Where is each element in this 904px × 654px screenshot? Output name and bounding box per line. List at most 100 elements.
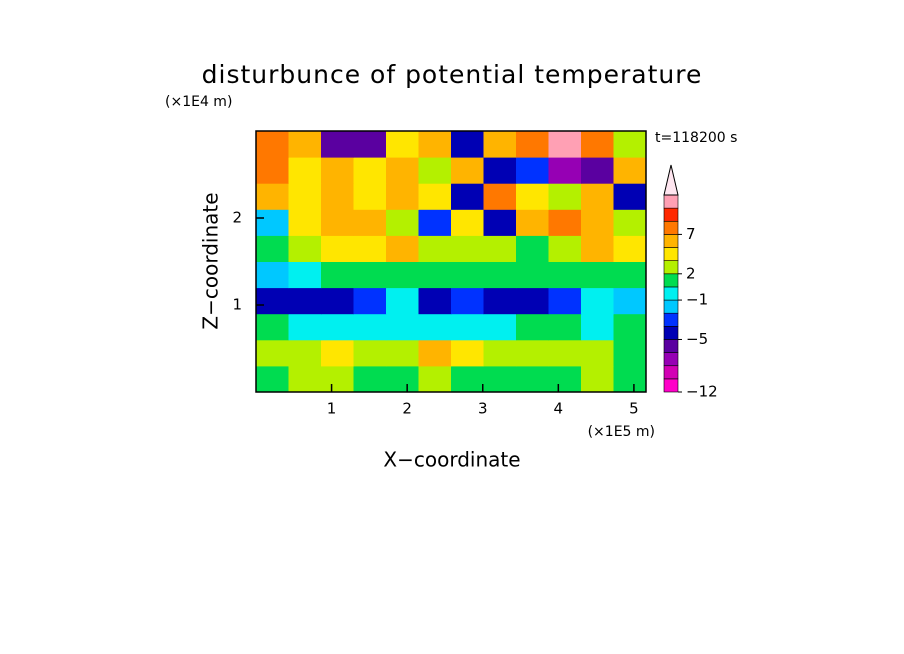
contour-cell	[548, 157, 582, 184]
contour-cell	[483, 131, 517, 158]
contour-cell	[386, 209, 419, 236]
contour-cell	[418, 313, 452, 341]
contour-cell	[321, 131, 354, 158]
contour-cell	[256, 209, 289, 236]
contour-cell	[386, 313, 419, 341]
colorbar-segment	[663, 207, 679, 222]
colorbar-extend	[663, 164, 679, 196]
contour-cell	[321, 365, 354, 393]
contour-cell	[548, 261, 582, 289]
contour-cell	[288, 183, 322, 210]
colorbar-segment	[663, 260, 679, 275]
contour-cell	[483, 339, 517, 367]
contour-cell	[516, 287, 549, 315]
contour-cell	[418, 235, 452, 262]
contour-cell	[451, 313, 484, 341]
contour-cell	[581, 365, 614, 393]
contour-cell	[386, 339, 419, 367]
contour-cell	[613, 261, 647, 289]
contour-cell	[353, 235, 387, 262]
contour-cell	[516, 157, 549, 184]
colorbar-segment	[663, 220, 679, 235]
contour-cell	[483, 287, 517, 315]
contour-cell	[483, 157, 517, 184]
chart-title: disturbunce of potential temperature	[202, 60, 703, 89]
colorbar-segment	[663, 378, 679, 393]
contour-cell	[321, 183, 354, 210]
contour-cell	[321, 287, 354, 315]
contour-cell	[516, 365, 549, 393]
contour-cell	[451, 365, 484, 393]
x-unit: (×1E5 m)	[588, 424, 655, 440]
contour-cell	[256, 287, 289, 315]
contour-cell	[418, 209, 452, 236]
y-tick-label: 1	[232, 296, 242, 314]
contour-cell	[386, 131, 419, 158]
contour-cell	[581, 209, 614, 236]
contour-cell	[451, 209, 484, 236]
colorbar-segment	[663, 352, 679, 367]
contour-cell	[288, 261, 322, 289]
contour-cell	[288, 287, 322, 315]
x-tick-label: 3	[478, 400, 488, 418]
contour-cell	[321, 235, 354, 262]
contour-cell	[548, 131, 582, 158]
contour-cell	[581, 261, 614, 289]
contour-cell	[353, 339, 387, 367]
contour-cell	[516, 313, 549, 341]
y-axis-label: Z−coordinate	[199, 192, 223, 329]
contour-cell	[548, 339, 582, 367]
contour-cell	[483, 183, 517, 210]
contour-cell	[353, 261, 387, 289]
contour-cell	[353, 365, 387, 393]
x-tick-label: 2	[402, 400, 412, 418]
contour-cell	[581, 287, 614, 315]
contour-cell	[548, 183, 582, 210]
x-axis-label: X−coordinate	[383, 448, 520, 472]
contour-cell	[256, 261, 289, 289]
contour-cell	[288, 209, 322, 236]
contour-cell	[581, 183, 614, 210]
contour-cell	[418, 261, 452, 289]
contour-cell	[613, 131, 647, 158]
colorbar-tick-label: −1	[686, 291, 708, 309]
contour-cell	[451, 235, 484, 262]
colorbar-segment	[663, 299, 679, 314]
contour-cell	[581, 313, 614, 341]
contour-cell	[321, 209, 354, 236]
contour-cell	[548, 287, 582, 315]
contour-cell	[451, 131, 484, 158]
contour-cell	[451, 157, 484, 184]
contour-cell	[581, 157, 614, 184]
colorbar-segment	[663, 234, 679, 248]
colorbar-segment	[663, 247, 679, 261]
contour-cell	[548, 235, 582, 262]
contour-cell	[581, 235, 614, 262]
x-tick-label: 4	[554, 400, 564, 418]
contour-cell	[256, 157, 289, 184]
contour-cell	[581, 131, 614, 158]
contour-cell	[386, 183, 419, 210]
colorbar-segment	[663, 312, 679, 327]
contour-cell	[256, 131, 289, 158]
y-unit: (×1E4 m)	[165, 94, 232, 110]
contour-cell	[386, 287, 419, 315]
contour-cell	[483, 365, 517, 393]
contour-cell	[321, 157, 354, 184]
colorbar-tick-label: −12	[686, 383, 718, 401]
contour-cell	[288, 235, 322, 262]
contour-cell	[321, 261, 354, 289]
x-tick-label: 5	[629, 400, 639, 418]
contour-cell	[516, 339, 549, 367]
contour-cell	[451, 287, 484, 315]
contour-cell	[548, 365, 582, 393]
contour-cell	[548, 313, 582, 341]
contour-cell	[613, 235, 647, 262]
contour-cell	[613, 313, 647, 341]
contour-cell	[353, 209, 387, 236]
contour-cell	[386, 235, 419, 262]
contour-cell	[353, 131, 387, 158]
contour-cell	[516, 209, 549, 236]
contour-cell	[613, 339, 647, 367]
